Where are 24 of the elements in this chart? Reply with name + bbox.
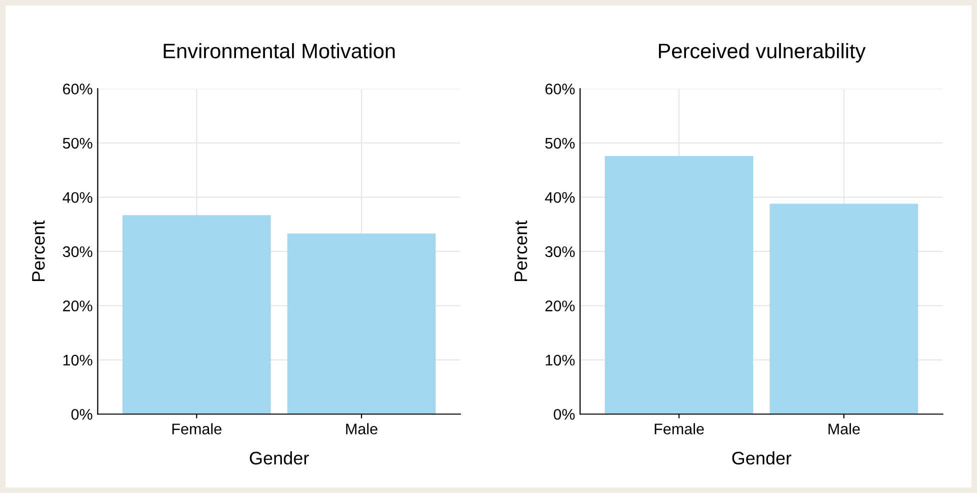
y-tick-label: 0% [554, 408, 575, 420]
x-axis-title: Gender [732, 451, 792, 465]
y-tick-label: 50% [545, 138, 575, 149]
y-tick-label: 10% [63, 354, 92, 366]
x-tick-label: Female [172, 423, 222, 434]
x-tick-label: Female [654, 423, 704, 434]
chart-title: Perceived vulnerability [658, 43, 866, 63]
x-axis-title: Gender [250, 451, 309, 465]
y-tick-label: 30% [62, 246, 92, 258]
chart-title: Environmental Motivation [164, 43, 395, 58]
y-tick-label: 30% [545, 246, 575, 258]
x-tick-label: Male [828, 423, 860, 434]
y-axis-title: Percent [32, 220, 45, 282]
y-tick-label: 20% [63, 300, 92, 312]
y-tick-label: 0% [71, 408, 92, 420]
y-tick-label: 50% [62, 138, 92, 149]
y-tick-label: 60% [63, 84, 92, 94]
y-tick-label: 20% [545, 300, 575, 312]
y-tick-label: 40% [62, 192, 92, 203]
y-axis-title: Percent [514, 220, 528, 282]
x-tick-label: Male [346, 423, 378, 434]
y-tick-label: 60% [545, 84, 575, 94]
y-tick-label: 40% [545, 192, 575, 203]
y-tick-label: 10% [546, 354, 575, 366]
